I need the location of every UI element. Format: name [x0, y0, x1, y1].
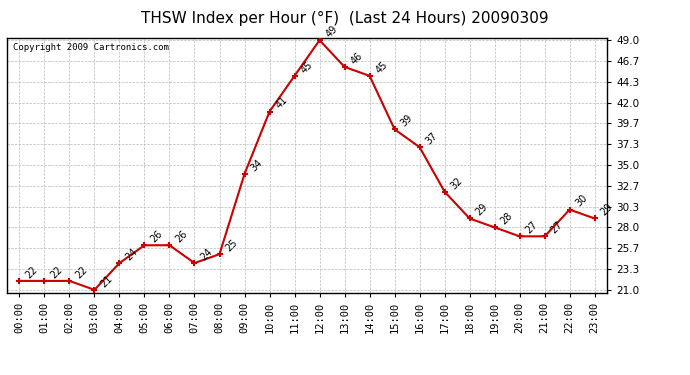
- Text: 22: 22: [48, 264, 64, 280]
- Text: 39: 39: [399, 113, 415, 129]
- Text: 24: 24: [199, 246, 215, 262]
- Text: 29: 29: [599, 202, 615, 218]
- Text: 32: 32: [448, 175, 464, 191]
- Text: 26: 26: [148, 229, 164, 244]
- Text: 25: 25: [224, 237, 239, 254]
- Text: 45: 45: [374, 59, 390, 75]
- Text: 29: 29: [474, 202, 490, 218]
- Text: 34: 34: [248, 158, 264, 173]
- Text: 22: 22: [23, 264, 39, 280]
- Text: 27: 27: [549, 220, 564, 236]
- Text: 45: 45: [299, 59, 315, 75]
- Text: 41: 41: [274, 95, 289, 111]
- Text: 22: 22: [74, 264, 90, 280]
- Text: 21: 21: [99, 273, 115, 289]
- Text: 49: 49: [324, 24, 339, 39]
- Text: 27: 27: [524, 220, 540, 236]
- Text: 28: 28: [499, 211, 515, 226]
- Text: THSW Index per Hour (°F)  (Last 24 Hours) 20090309: THSW Index per Hour (°F) (Last 24 Hours)…: [141, 11, 549, 26]
- Text: 30: 30: [574, 193, 589, 209]
- Text: 46: 46: [348, 50, 364, 66]
- Text: 24: 24: [124, 246, 139, 262]
- Text: 37: 37: [424, 130, 440, 146]
- Text: Copyright 2009 Cartronics.com: Copyright 2009 Cartronics.com: [13, 43, 169, 52]
- Text: 26: 26: [174, 229, 190, 244]
